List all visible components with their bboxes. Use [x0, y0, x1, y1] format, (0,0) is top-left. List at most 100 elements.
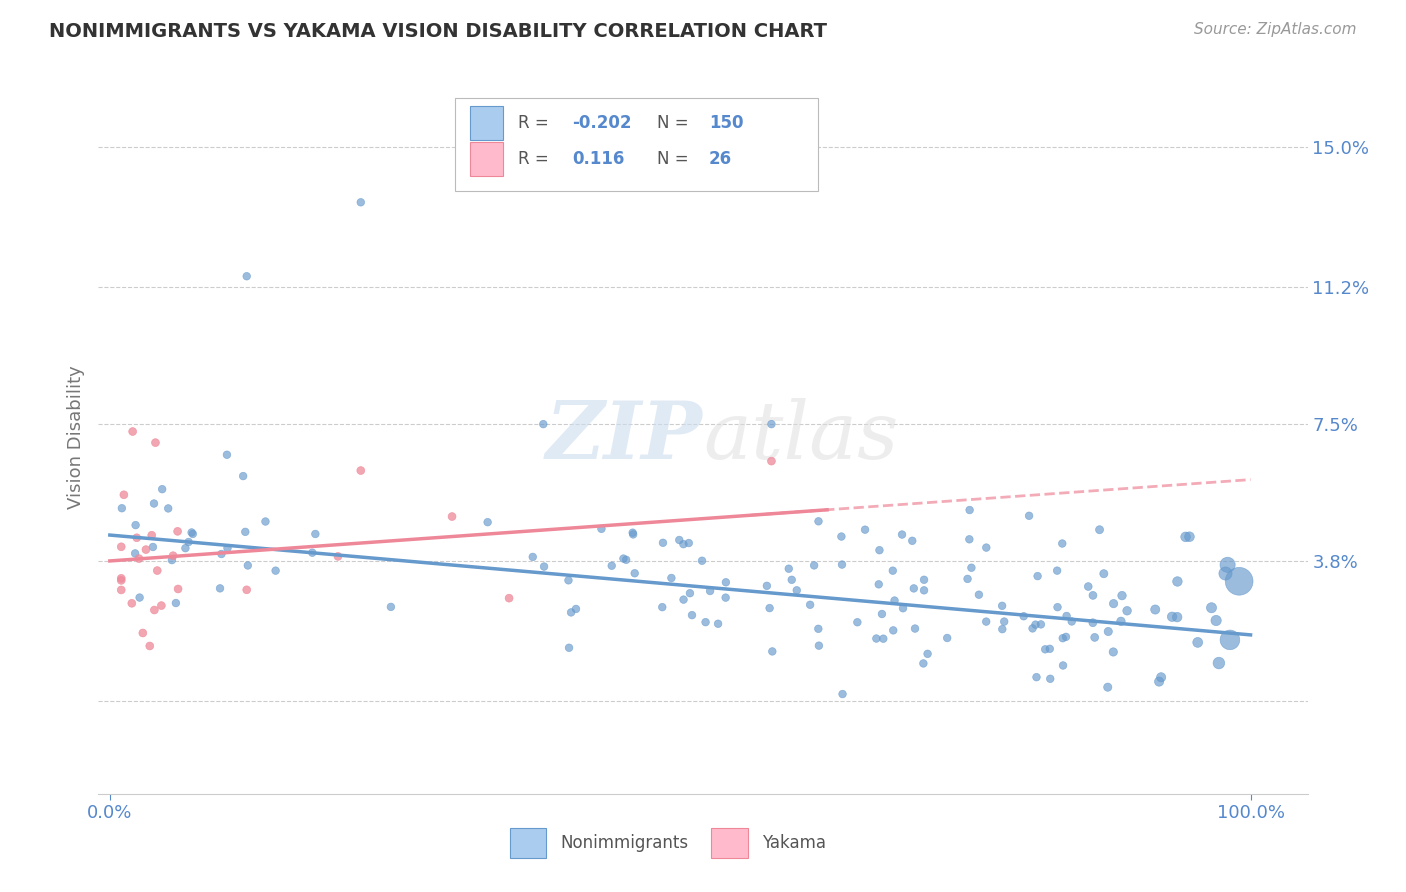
Point — [803, 558, 825, 573]
Point — [350, 195, 373, 210]
Point — [872, 632, 894, 646]
Point — [614, 553, 637, 567]
Point — [846, 615, 869, 630]
Point — [695, 615, 717, 630]
Point — [181, 527, 204, 541]
Point — [1018, 508, 1040, 523]
Point — [326, 549, 349, 564]
Point — [124, 518, 146, 533]
Point — [974, 541, 997, 555]
Point — [668, 533, 690, 547]
Point — [1039, 641, 1062, 656]
Point — [142, 540, 165, 554]
Point — [891, 601, 914, 615]
Point — [1102, 597, 1125, 611]
Point — [380, 599, 402, 614]
Point — [1187, 635, 1209, 649]
Point — [236, 558, 259, 573]
Text: N =: N = — [657, 150, 695, 168]
Point — [1084, 631, 1107, 645]
Text: 26: 26 — [709, 150, 733, 168]
Point — [565, 602, 588, 616]
Bar — [711, 828, 748, 858]
Point — [807, 639, 830, 653]
Point — [174, 541, 197, 556]
Point — [264, 564, 287, 578]
Bar — [470, 106, 503, 140]
Point — [1219, 632, 1241, 647]
Point — [1166, 610, 1188, 624]
Point — [145, 435, 167, 450]
Point — [128, 591, 150, 605]
Point — [209, 547, 232, 561]
Point — [1088, 523, 1111, 537]
Point — [110, 574, 132, 588]
Point — [1215, 566, 1237, 581]
Point — [1052, 536, 1074, 550]
Point — [1102, 645, 1125, 659]
Point — [993, 615, 1015, 629]
Point — [974, 615, 997, 629]
Point — [110, 582, 132, 597]
Point — [160, 553, 183, 567]
Point — [707, 616, 730, 631]
Point — [112, 488, 135, 502]
Text: ZIP: ZIP — [546, 399, 703, 475]
Y-axis label: Vision Disability: Vision Disability — [66, 365, 84, 509]
Bar — [470, 142, 503, 176]
Point — [936, 631, 959, 645]
Point — [830, 530, 852, 544]
Point — [254, 515, 277, 529]
Point — [1012, 609, 1035, 624]
Point — [1052, 631, 1074, 645]
Point — [868, 543, 890, 558]
Text: -0.202: -0.202 — [572, 114, 631, 132]
Point — [1046, 600, 1069, 615]
Point — [1021, 621, 1043, 635]
Point — [304, 527, 326, 541]
Point — [217, 541, 239, 555]
Point — [235, 269, 257, 284]
FancyBboxPatch shape — [456, 98, 818, 191]
Point — [882, 624, 904, 638]
Point — [672, 537, 695, 551]
Point — [1216, 558, 1239, 572]
Point — [141, 528, 163, 542]
Point — [558, 640, 581, 655]
Point — [232, 469, 254, 483]
Point — [533, 559, 555, 574]
Point — [678, 536, 700, 550]
Point — [1077, 580, 1099, 594]
Point — [1024, 617, 1046, 632]
Point — [868, 577, 890, 591]
Point — [807, 514, 830, 528]
Text: 0.116: 0.116 — [572, 150, 624, 168]
Point — [714, 575, 737, 590]
Point — [912, 583, 935, 598]
Point — [623, 566, 645, 581]
Point — [498, 591, 520, 606]
Point — [1161, 609, 1184, 624]
Point — [1039, 672, 1062, 686]
Point — [1025, 670, 1047, 684]
Text: atlas: atlas — [703, 399, 898, 475]
Point — [917, 647, 939, 661]
Point — [621, 525, 644, 540]
Point — [956, 572, 979, 586]
Point — [139, 639, 162, 653]
Point — [557, 574, 579, 588]
Text: NONIMMIGRANTS VS YAKAMA VISION DISABILITY CORRELATION CHART: NONIMMIGRANTS VS YAKAMA VISION DISABILIT… — [49, 22, 827, 41]
Point — [904, 622, 927, 636]
Point — [121, 425, 143, 439]
Point — [162, 549, 184, 563]
Point — [651, 600, 673, 615]
Point — [1208, 656, 1230, 670]
Text: 150: 150 — [709, 114, 744, 132]
Point — [1116, 604, 1139, 618]
Text: Yakama: Yakama — [762, 834, 827, 852]
Point — [143, 496, 166, 510]
Point — [761, 644, 783, 658]
Point — [441, 509, 464, 524]
Point — [807, 622, 830, 636]
Point — [1166, 574, 1188, 589]
